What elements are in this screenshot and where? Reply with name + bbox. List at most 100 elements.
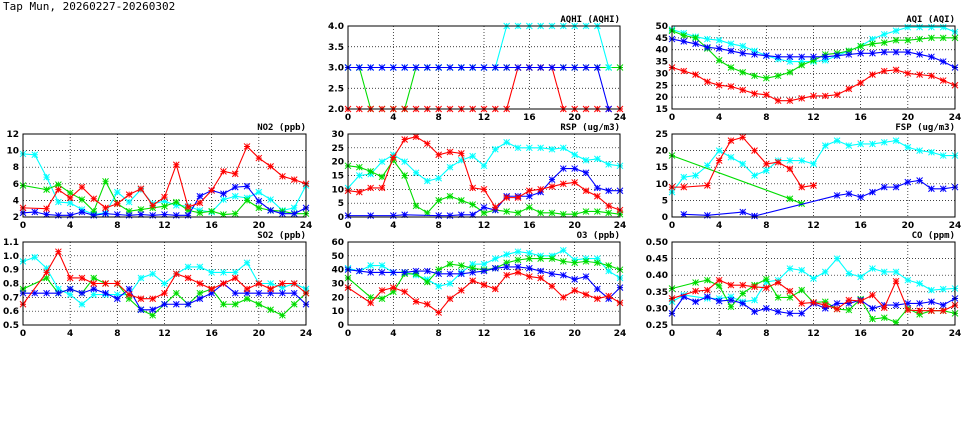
data-point: [503, 64, 511, 71]
data-point: [255, 280, 263, 287]
data-point: [196, 209, 204, 217]
y-tick-label: 0: [338, 213, 344, 223]
data-point: [457, 211, 465, 219]
data-point: [593, 259, 601, 267]
data-point: [378, 64, 386, 71]
data-point: [149, 295, 157, 303]
data-point: [869, 291, 876, 299]
data-point: [582, 169, 590, 177]
x-tick-label: 0: [669, 329, 675, 339]
blue-series: [344, 64, 613, 113]
x-tick-label: 24: [300, 221, 313, 231]
data-point: [43, 269, 50, 276]
data-point: [279, 289, 286, 297]
data-point: [821, 57, 829, 64]
data-point: [267, 289, 274, 297]
y-tick-label: 3.0: [328, 64, 344, 74]
data-point: [355, 64, 363, 71]
data-point: [149, 311, 157, 319]
data-point: [220, 211, 227, 218]
data-point: [378, 269, 386, 276]
y-tick-label: 2.0: [328, 105, 344, 115]
data-point: [559, 64, 567, 71]
data-point: [605, 202, 613, 210]
rsp-chart: RSP (ug/m3) 0 5 10 15 20 25 30 0 4 8 12 16 20 24: [331, 123, 626, 231]
y-tick-label: 5: [662, 196, 668, 206]
data-point: [751, 147, 758, 154]
data-point: [196, 289, 204, 297]
x-tick-label: 16: [854, 329, 867, 339]
x-tick-label: 12: [478, 113, 491, 123]
data-point: [43, 205, 50, 213]
data-point: [605, 209, 613, 217]
data-point: [102, 280, 109, 287]
data-point: [423, 300, 431, 308]
data-point: [137, 206, 145, 213]
chart-title: CO (ppm): [912, 231, 955, 241]
data-point: [869, 188, 876, 196]
data-point: [480, 64, 488, 71]
data-point: [582, 258, 590, 265]
data-point: [113, 280, 121, 287]
data-point: [916, 35, 923, 43]
data-point: [548, 183, 556, 190]
data-point: [715, 57, 723, 64]
data-point: [892, 48, 900, 56]
data-point: [774, 279, 782, 286]
data-point: [605, 64, 613, 71]
data-point: [548, 209, 556, 217]
data-point: [66, 211, 74, 219]
y-tick-label: 25: [655, 130, 668, 140]
data-point: [220, 280, 227, 287]
data-point: [457, 150, 465, 157]
x-tick-label: 0: [669, 221, 675, 231]
data-point: [593, 295, 601, 303]
data-point: [220, 269, 227, 276]
data-point: [833, 192, 841, 199]
y-tick-label: 10: [331, 307, 344, 317]
y-tick-label: 25: [655, 81, 668, 91]
data-point: [751, 172, 758, 179]
data-point: [537, 144, 545, 152]
chart-title: FSP (ug/m3): [895, 123, 955, 133]
data-point: [692, 172, 699, 179]
y-tick-label: 10: [655, 180, 668, 190]
data-point: [892, 301, 900, 309]
y-tick-label: 0.6: [3, 307, 19, 317]
data-point: [593, 285, 601, 293]
page-title: Tap Mun, 20260227-20260302: [3, 0, 176, 13]
x-tick-label: 16: [523, 329, 536, 339]
x-tick-label: 12: [807, 113, 820, 123]
data-point: [367, 64, 375, 71]
data-point: [31, 253, 39, 261]
data-point: [243, 182, 251, 190]
data-point: [137, 306, 145, 314]
data-point: [548, 255, 556, 262]
data-point: [279, 172, 286, 180]
data-point: [31, 208, 39, 216]
data-point: [810, 182, 817, 189]
x-tick-label: 4: [67, 329, 73, 339]
data-point: [680, 67, 688, 75]
y-tick-label: 0.35: [646, 288, 668, 298]
data-point: [290, 204, 298, 212]
data-point: [172, 211, 180, 219]
data-point: [869, 140, 876, 148]
data-point: [55, 181, 62, 188]
data-point: [78, 289, 86, 297]
data-point: [845, 51, 853, 58]
chart-title: RSP (ug/m3): [560, 123, 620, 133]
data-point: [786, 53, 794, 61]
data-point: [255, 204, 263, 212]
data-point: [279, 284, 286, 292]
data-point: [389, 212, 397, 219]
data-point: [786, 58, 794, 65]
data-point: [821, 142, 829, 149]
data-point: [751, 296, 758, 304]
data-point: [680, 38, 688, 45]
data-point: [491, 264, 499, 272]
data-point: [469, 269, 477, 276]
data-point: [692, 71, 699, 78]
data-point: [435, 212, 443, 219]
data-point: [469, 184, 477, 192]
